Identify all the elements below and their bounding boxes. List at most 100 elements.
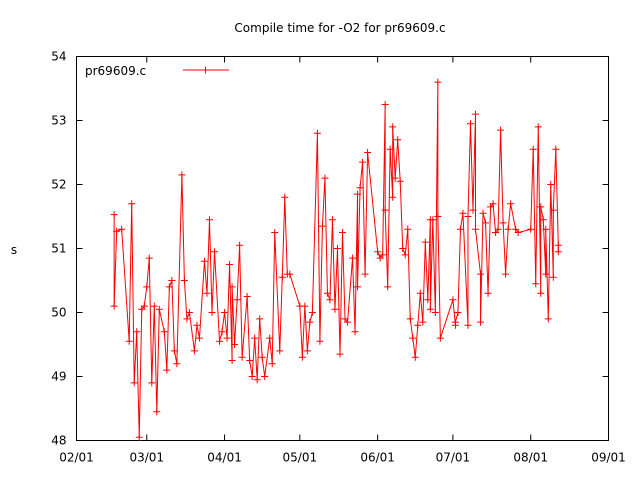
data-point (389, 123, 397, 131)
y-tick-label: 52 (51, 178, 66, 192)
data-point (281, 193, 289, 201)
data-point (529, 145, 537, 153)
data-point (456, 225, 464, 233)
data-point (163, 366, 171, 374)
data-point (539, 216, 547, 224)
data-point (514, 229, 522, 236)
x-tick-label: 08/01 (513, 451, 548, 465)
data-point (286, 270, 294, 278)
data-point (318, 222, 326, 230)
data-point (351, 328, 359, 336)
data-point (354, 283, 362, 291)
data-point (208, 309, 216, 316)
data-point (271, 229, 279, 236)
data-point (479, 209, 487, 217)
data-point (153, 408, 161, 416)
data-point (552, 145, 560, 153)
data-point (223, 334, 231, 342)
data-point (118, 225, 126, 233)
data-point (361, 270, 369, 278)
data-point (384, 283, 392, 291)
data-point (203, 289, 211, 297)
data-point (344, 318, 352, 326)
data-point (200, 257, 208, 265)
data-point (554, 241, 562, 249)
data-point (419, 318, 427, 326)
data-point (160, 328, 168, 336)
data-point (354, 190, 362, 198)
data-point (110, 302, 118, 310)
y-tick-label: 51 (51, 242, 66, 256)
data-point (504, 225, 512, 233)
data-point (173, 360, 181, 368)
data-point (268, 360, 276, 368)
data-point (256, 315, 264, 323)
y-tick-label: 53 (51, 114, 66, 128)
data-point (414, 321, 422, 329)
data-point (459, 209, 467, 217)
data-point (379, 251, 387, 259)
data-point (168, 277, 176, 284)
data-point (218, 328, 226, 336)
data-point (238, 353, 246, 361)
data-point (494, 225, 502, 233)
data-point (211, 248, 219, 256)
data-point (233, 296, 241, 304)
y-tick-label: 54 (51, 50, 66, 64)
data-point (472, 225, 479, 233)
data-point (323, 289, 331, 297)
legend-label: pr69609.c (85, 64, 146, 78)
x-tick-label: 02/01 (59, 451, 94, 465)
y-tick-label: 48 (51, 434, 66, 448)
y-tick-label: 50 (51, 306, 66, 320)
data-point (391, 174, 399, 182)
data-point (231, 341, 239, 348)
data-point (381, 206, 389, 214)
data-point (313, 129, 321, 137)
data-point (243, 293, 251, 300)
data-point (454, 309, 462, 316)
data-point (507, 200, 515, 208)
data-point (429, 216, 437, 224)
data-point (170, 347, 178, 355)
data-point (389, 193, 397, 201)
data-point (298, 353, 306, 361)
data-point (135, 433, 143, 441)
data-point (554, 248, 562, 256)
data-point (331, 305, 339, 313)
data-point (333, 245, 341, 252)
data-point (178, 171, 186, 179)
data-point (399, 245, 407, 252)
data-point (406, 315, 414, 323)
data-point (349, 254, 357, 262)
data-point (301, 302, 309, 310)
data-point (183, 315, 191, 323)
data-point (409, 334, 417, 342)
data-point (401, 251, 409, 259)
data-point (434, 78, 442, 86)
data-point (549, 206, 557, 214)
data-point (326, 296, 334, 304)
data-point (180, 277, 188, 284)
data-point (424, 296, 432, 304)
data-point (502, 270, 510, 278)
data-point (185, 309, 193, 316)
data-point (148, 379, 156, 387)
data-point (246, 357, 254, 364)
data-point (308, 309, 316, 316)
series-line (113, 82, 559, 438)
data-point (542, 225, 550, 233)
data-point (125, 337, 133, 345)
x-tick-label: 06/01 (360, 451, 395, 465)
data-point (466, 120, 474, 128)
data-point (140, 302, 148, 310)
data-point (499, 219, 507, 227)
chart-title: Compile time for -O2 for pr69609.c (234, 21, 445, 35)
data-point (477, 318, 485, 326)
data-point (549, 273, 557, 281)
data-point (221, 309, 229, 316)
data-point (155, 305, 163, 313)
data-point (150, 302, 158, 310)
data-point (251, 334, 259, 342)
